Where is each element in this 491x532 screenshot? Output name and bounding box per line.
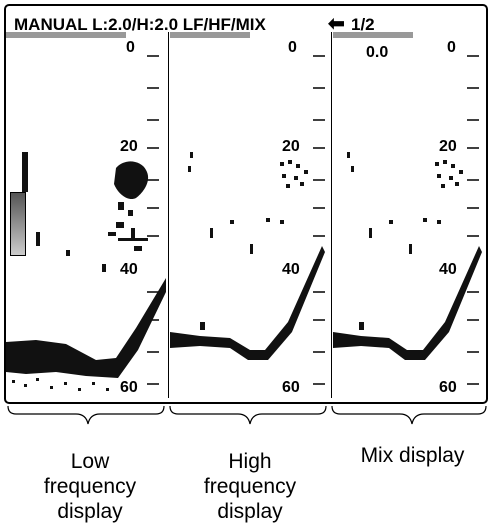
depth-label-40: 40 (439, 261, 457, 278)
mode-text: MANUAL L:2.0/H:2.0 LF/HF/MIX (14, 15, 266, 34)
panel-divider (331, 32, 332, 398)
range-bar (170, 32, 250, 38)
depth-label-60: 60 (439, 379, 457, 396)
status-header: MANUAL L:2.0/H:2.0 LF/HF/MIX ⬅ 1/2 (10, 14, 480, 36)
captions: Low frequency display High frequency dis… (0, 405, 491, 532)
low-frequency-caption: Low frequency display (20, 449, 160, 524)
depth-label-60: 60 (282, 379, 300, 396)
seabed-echo (170, 246, 325, 360)
depth-label-20: 20 (282, 138, 300, 155)
low-frequency-panel (6, 32, 166, 398)
depth-label-20: 20 (120, 138, 138, 155)
seabed-echo (333, 246, 482, 360)
fish-school-echo (16, 152, 149, 272)
caption-line: frequency (203, 475, 297, 498)
high-frequency-panel (170, 32, 330, 398)
high-frequency-caption: High frequency display (180, 449, 320, 524)
depth-label-20: 20 (439, 138, 457, 155)
caption-line: Low (70, 450, 110, 473)
range-bar (333, 32, 413, 38)
depth-label-0: 0 (126, 39, 135, 56)
low-frequency-echogram (6, 32, 166, 391)
seabed-tail-echo (12, 378, 109, 391)
depth-scale (147, 55, 159, 385)
depth-label-0: 0 (288, 39, 297, 56)
left-arrow-icon[interactable]: ⬅ (328, 13, 345, 35)
depth-label-40: 40 (120, 261, 138, 278)
caption-line: frequency (43, 475, 137, 498)
caption-line: High (228, 450, 272, 473)
panel-braces (7, 405, 487, 425)
fish-school-echo (188, 152, 308, 330)
mix-panel (333, 32, 485, 398)
caption-line: display (217, 500, 283, 523)
depth-label-60: 60 (120, 379, 138, 396)
depth-label-40: 40 (282, 261, 300, 278)
color-scale-bar (10, 192, 26, 256)
caption-line: Mix display (360, 444, 465, 467)
page-indicator[interactable]: 1/2 (351, 15, 375, 34)
sounder-screen: MANUAL L:2.0/H:2.0 LF/HF/MIX ⬅ 1/2 (4, 4, 488, 404)
caption-line: display (57, 500, 123, 523)
depth-label-0: 0 (447, 39, 456, 56)
high-frequency-echogram (170, 32, 325, 385)
panel-divider (168, 32, 169, 398)
seabed-echo (6, 278, 166, 378)
range-bar (6, 32, 126, 38)
mix-caption: Mix display (340, 443, 485, 468)
fish-school-echo (347, 152, 463, 330)
depth-scale (313, 55, 325, 385)
depth-scale (467, 55, 479, 385)
mix-echogram (333, 32, 482, 385)
offset-readout: 0.0 (366, 44, 389, 61)
